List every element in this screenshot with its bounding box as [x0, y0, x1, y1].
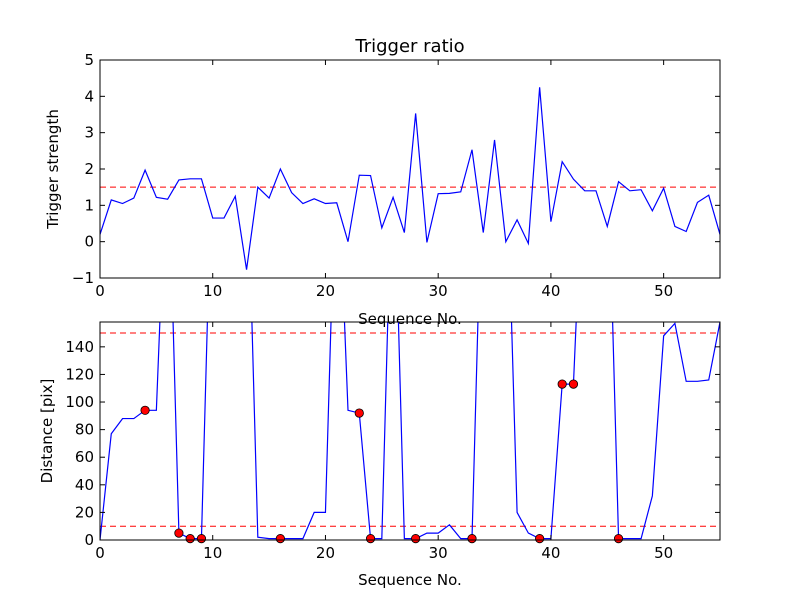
y-tick-label: 0: [84, 233, 94, 251]
y-tick-label: 5: [84, 51, 94, 69]
x-tick-label: 0: [95, 544, 105, 562]
y-tick-label: 20: [75, 503, 94, 521]
y-axis-label: Trigger strength: [44, 109, 62, 230]
data-marker: [557, 379, 567, 389]
y-tick-label: 0: [84, 531, 94, 549]
data-marker: [275, 534, 285, 544]
x-tick-label: 10: [203, 282, 222, 300]
x-tick-label: 0: [95, 282, 105, 300]
y-tick-label: 140: [65, 338, 94, 356]
data-marker: [411, 534, 421, 544]
x-tick-label: 50: [654, 282, 673, 300]
data-marker: [613, 534, 624, 544]
data-marker: [140, 405, 150, 415]
y-tick-label: 60: [75, 448, 94, 466]
series-line: [100, 87, 720, 270]
x-tick-label: 30: [429, 544, 448, 562]
x-tick-label: 40: [541, 544, 560, 562]
distance-chart: 0 10 20 30 40 50 0 20 40 60 80 100 120 140 Sequence N…: [38, 321, 721, 589]
plot-frame: [99, 321, 721, 541]
y-tick-label: 120: [65, 365, 94, 383]
x-tick-label: 40: [541, 282, 560, 300]
y-tick-label: −1: [72, 269, 94, 287]
x-tick-label: 50: [654, 544, 673, 562]
series-line: [100, 322, 720, 540]
x-axis-label: Sequence No.: [358, 571, 462, 589]
data-marker: [467, 534, 477, 544]
data-marker: [185, 534, 195, 544]
data-marker: [196, 534, 207, 544]
x-tick-label: 20: [316, 544, 335, 562]
x-axis-label: Sequence No.: [358, 310, 462, 328]
y-tick-label: 100: [65, 393, 94, 411]
y-tick-label: 2: [84, 160, 94, 178]
chart-title: Trigger ratio: [354, 36, 464, 57]
data-marker: [354, 408, 364, 418]
y-tick-label: 80: [75, 421, 94, 439]
x-tick-label: 10: [203, 544, 222, 562]
y-tick-label: 3: [84, 124, 94, 142]
data-marker: [535, 534, 545, 544]
data-marker: [174, 528, 184, 538]
data-marker: [568, 379, 579, 389]
x-tick-label: 30: [429, 282, 448, 300]
y-tick-label: 40: [75, 476, 94, 494]
y-tick-label: 4: [84, 87, 94, 105]
data-marker: [365, 534, 376, 544]
y-tick-label: 1: [84, 196, 94, 214]
y-axis-label: Distance [pix]: [38, 379, 56, 484]
x-tick-label: 20: [316, 282, 335, 300]
